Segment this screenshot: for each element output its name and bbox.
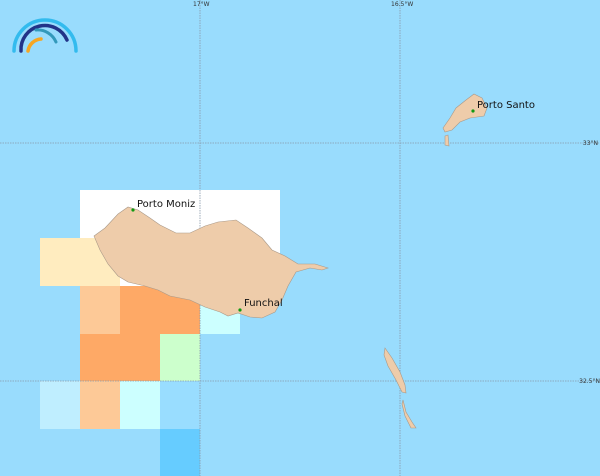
lon-label: 16.5°W: [391, 1, 413, 8]
madeira-island: [93, 206, 329, 319]
town-marker[interactable]: [131, 208, 135, 212]
grid-cell: [120, 381, 160, 429]
place-label: Porto Santo: [477, 100, 535, 111]
town-marker[interactable]: [238, 308, 242, 312]
grid-cell: [40, 381, 80, 429]
grid-cell: [80, 286, 120, 334]
grid-cell: [80, 381, 120, 429]
rainbow-arcs-logo-icon: [12, 18, 78, 53]
lon-label: 17°W: [193, 1, 210, 8]
islet: [444, 134, 450, 147]
porto-santo-island: [442, 93, 488, 133]
grid-cell: [160, 381, 200, 429]
lat-label: 33°N: [583, 140, 598, 147]
land: [93, 93, 488, 429]
places: Porto Moniz Funchal Porto Santo: [131, 100, 535, 312]
grid-cell: [80, 334, 160, 381]
place-label: Porto Moniz: [137, 199, 195, 210]
town-marker[interactable]: [471, 109, 475, 113]
grid-cell: [160, 334, 200, 381]
bugio-island: [401, 399, 417, 429]
lat-label: 32.5°N: [579, 378, 600, 385]
deserta-grande-island: [383, 347, 407, 394]
grid-cell: [160, 429, 200, 476]
place-label: Funchal: [244, 298, 283, 309]
